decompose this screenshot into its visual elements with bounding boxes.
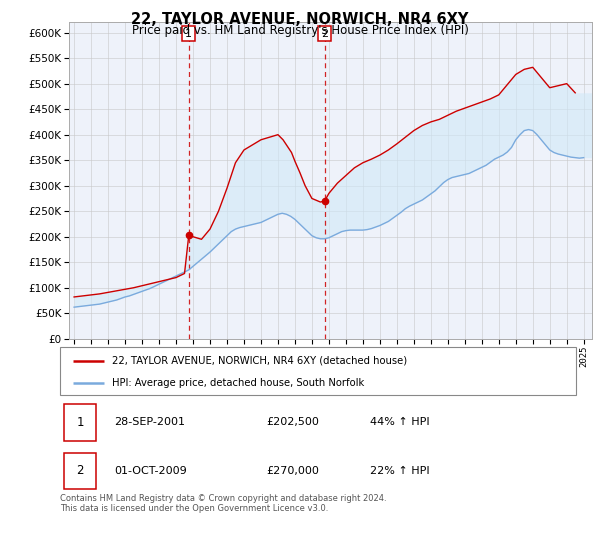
- Text: 01-OCT-2009: 01-OCT-2009: [114, 466, 187, 476]
- Text: 22, TAYLOR AVENUE, NORWICH, NR4 6XY (detached house): 22, TAYLOR AVENUE, NORWICH, NR4 6XY (det…: [112, 356, 407, 366]
- FancyBboxPatch shape: [60, 347, 576, 395]
- Text: 44% ↑ HPI: 44% ↑ HPI: [370, 417, 429, 427]
- FancyBboxPatch shape: [64, 404, 96, 441]
- Text: 22, TAYLOR AVENUE, NORWICH, NR4 6XY: 22, TAYLOR AVENUE, NORWICH, NR4 6XY: [131, 12, 469, 27]
- Text: £270,000: £270,000: [266, 466, 319, 476]
- Text: HPI: Average price, detached house, South Norfolk: HPI: Average price, detached house, Sout…: [112, 378, 364, 388]
- Text: Price paid vs. HM Land Registry's House Price Index (HPI): Price paid vs. HM Land Registry's House …: [131, 24, 469, 36]
- Text: 22% ↑ HPI: 22% ↑ HPI: [370, 466, 429, 476]
- Text: 28-SEP-2001: 28-SEP-2001: [114, 417, 185, 427]
- Text: Contains HM Land Registry data © Crown copyright and database right 2024.
This d: Contains HM Land Registry data © Crown c…: [60, 494, 386, 514]
- Text: 1: 1: [185, 29, 192, 39]
- Text: £202,500: £202,500: [266, 417, 319, 427]
- Text: 2: 2: [76, 464, 84, 478]
- Text: 1: 1: [76, 416, 84, 429]
- FancyBboxPatch shape: [64, 452, 96, 489]
- Text: 2: 2: [321, 29, 328, 39]
